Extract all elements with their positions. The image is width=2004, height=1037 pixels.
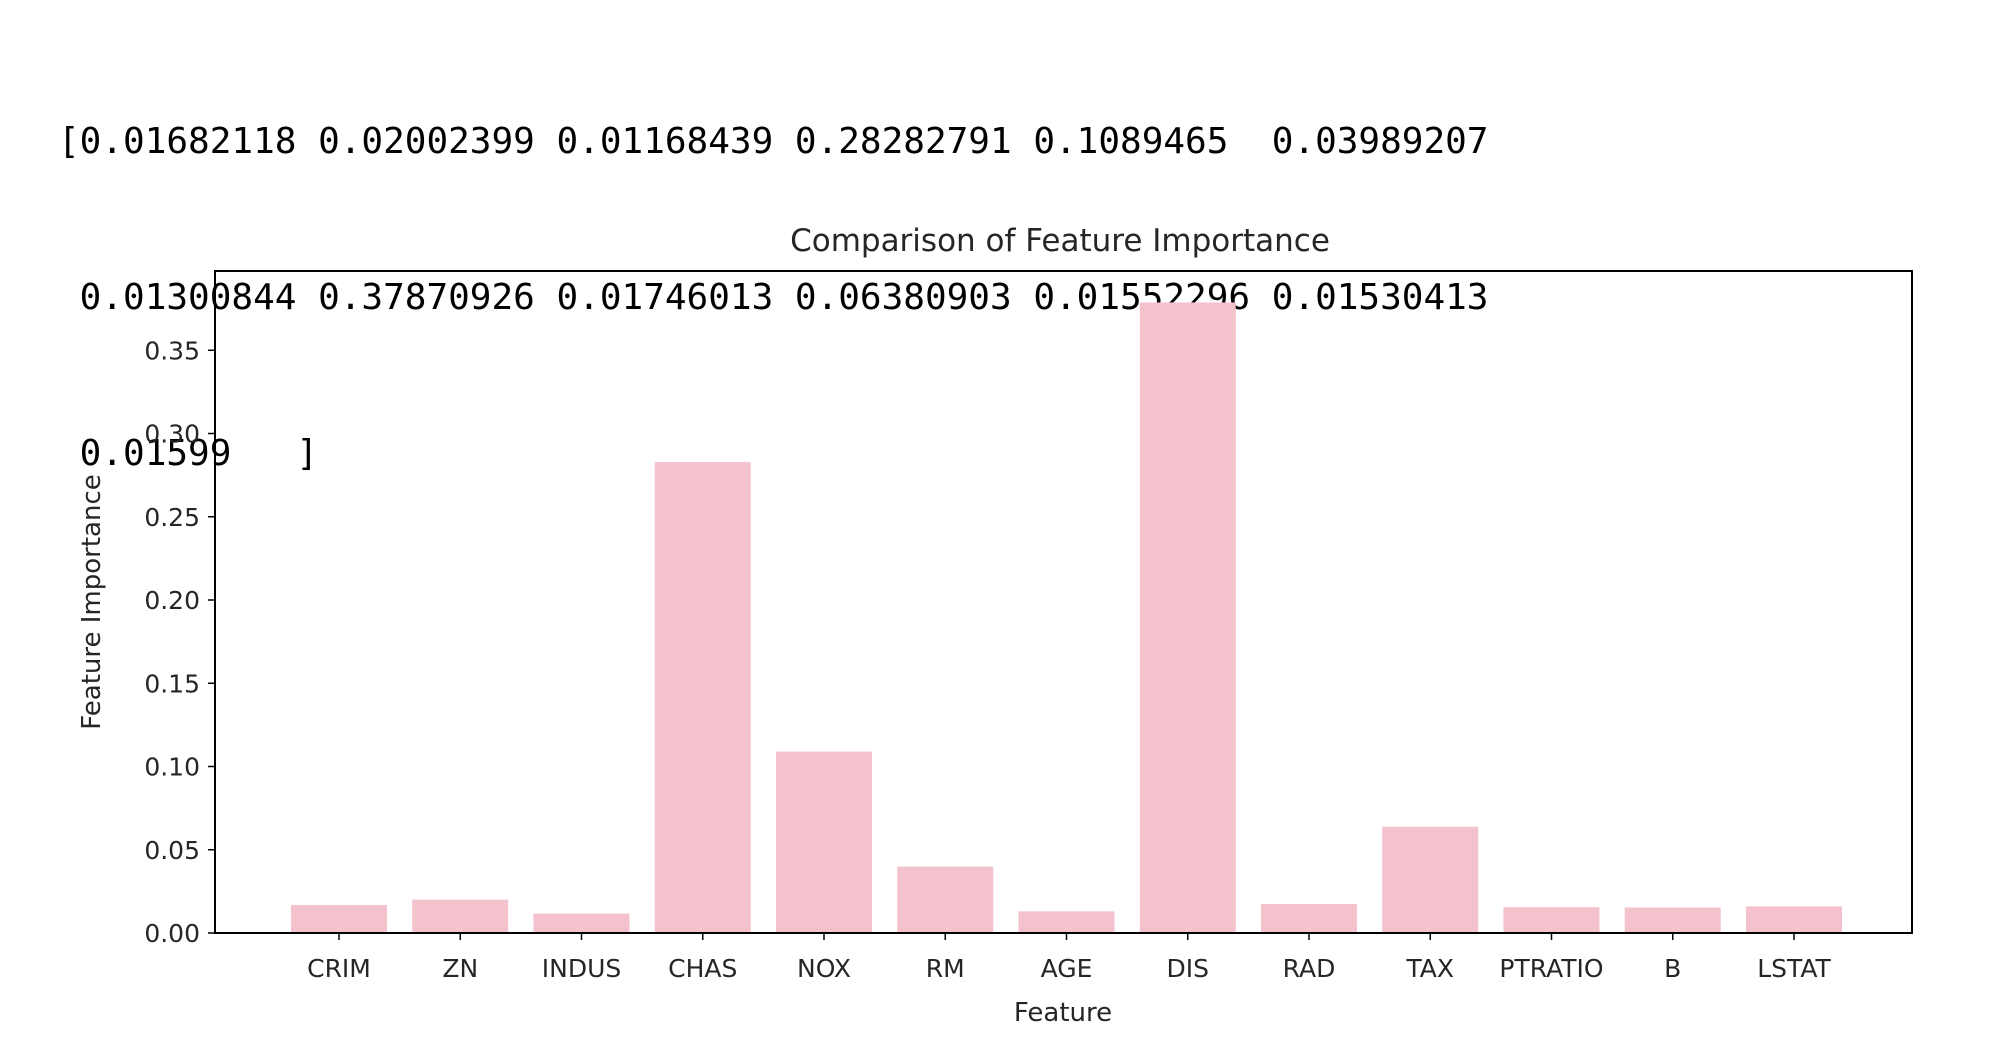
- bar-lstat: [1746, 906, 1842, 933]
- x-axis-label: Feature: [1014, 998, 1112, 1028]
- y-tick-label: 0.30: [144, 420, 200, 449]
- y-axis-label: Feature Importance: [77, 474, 107, 730]
- plot-frame: [214, 270, 1913, 934]
- output-line: 0.01599 ]: [58, 433, 319, 474]
- bar-nox: [776, 751, 872, 933]
- y-tick-label: 0.10: [144, 753, 200, 782]
- bar-chas: [654, 462, 751, 933]
- bar-ptratio: [1503, 907, 1600, 933]
- x-tick-label: ZN: [442, 954, 478, 983]
- cell-output: [0.01682118 0.02002399 0.01168439 0.2828…: [58, 12, 1958, 532]
- x-tick-label: TAX: [1405, 954, 1454, 983]
- bar-crim: [291, 904, 387, 933]
- x-tick-label: RAD: [1283, 954, 1336, 983]
- x-tick-label: NOX: [797, 954, 851, 983]
- y-tick-label: 0.35: [144, 336, 200, 365]
- y-tick-label: 0.15: [144, 669, 200, 698]
- x-tick-label: PTRATIO: [1499, 954, 1603, 983]
- y-tick-label: 0.00: [144, 919, 200, 948]
- output-line: 0.01300844 0.37870926 0.01746013 0.06380…: [58, 277, 1489, 318]
- x-tick-label: CRIM: [307, 954, 371, 983]
- chart-title: Comparison of Feature Importance: [790, 223, 1330, 259]
- bar-rm: [897, 866, 994, 933]
- x-tick-label: RM: [926, 954, 965, 983]
- bar-dis: [1139, 302, 1236, 933]
- bar-tax: [1382, 826, 1479, 933]
- bar-indus: [533, 913, 630, 933]
- y-tick-label: 0.05: [144, 836, 200, 865]
- x-tick-label: DIS: [1167, 954, 1210, 983]
- bar-age: [1018, 911, 1115, 933]
- x-tick-label: AGE: [1041, 954, 1093, 983]
- bar-zn: [412, 899, 509, 933]
- x-tick-label: INDUS: [542, 954, 622, 983]
- y-axis-ticks: 0.00 0.05 0.10 0.15 0.20 0.25 0.30 0.35: [144, 336, 215, 948]
- x-tick-label: B: [1664, 954, 1681, 983]
- bar-rad: [1261, 903, 1357, 933]
- output-line: [0.01682118 0.02002399 0.01168439 0.2828…: [58, 121, 1489, 162]
- x-tick-label: LSTAT: [1757, 954, 1831, 983]
- bar-b: [1624, 907, 1721, 933]
- x-tick-label: CHAS: [668, 954, 737, 983]
- x-axis-ticks: CRIM ZN INDUS CHAS NOX RM AGE DIS RAD TAX PTRATIO B…: [307, 933, 1832, 983]
- y-tick-label: 0.25: [144, 503, 200, 532]
- bars-group: [291, 302, 1842, 933]
- y-tick-label: 0.20: [144, 586, 200, 615]
